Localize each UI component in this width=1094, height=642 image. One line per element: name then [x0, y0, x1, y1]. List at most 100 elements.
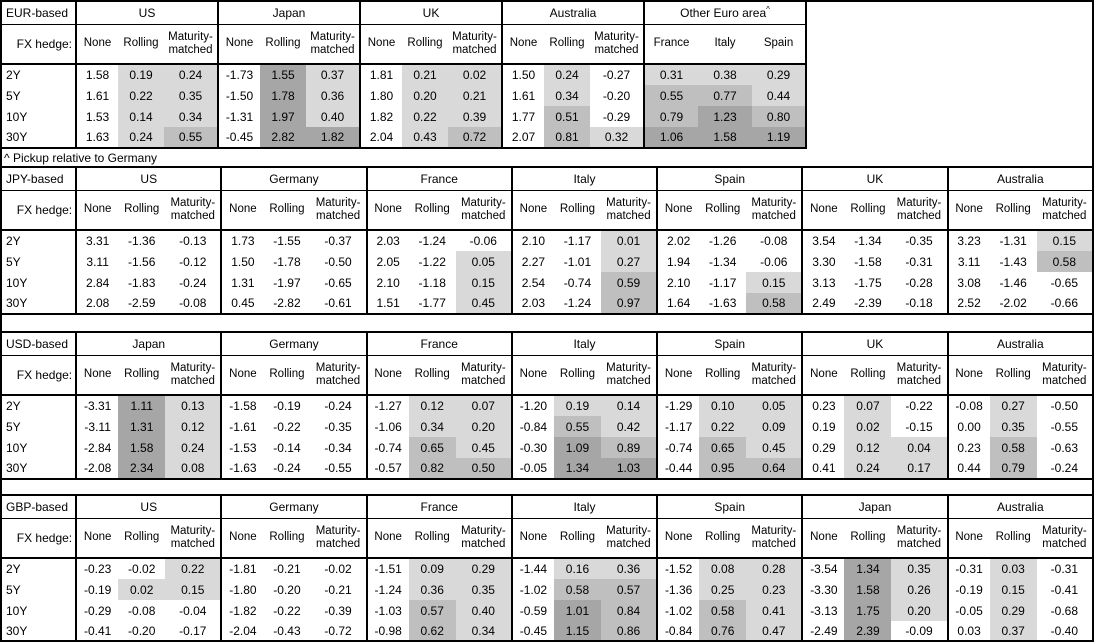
value-cell: 1.19 [752, 127, 807, 148]
value-cell: -3.11 [75, 416, 119, 437]
value-cell: -3.30 [801, 579, 845, 600]
group-name: Other Euro area [680, 5, 767, 20]
group-header: UK [801, 332, 948, 356]
value-cell: 1.23 [698, 106, 753, 127]
value-cell: 0.15 [989, 579, 1037, 600]
value-cell: 2.08 [75, 293, 119, 314]
value-cell: 0.08 [699, 558, 747, 579]
value-cell: 2.05 [365, 251, 409, 272]
value-cell: -0.24 [179, 275, 207, 290]
hedge-column-header: Rolling [118, 355, 166, 396]
value-cell: 1.94 [656, 251, 700, 272]
group-name: UK [866, 336, 884, 351]
fx-hedge-label: FX hedge: [1, 518, 78, 559]
group-name: UK [866, 171, 884, 186]
value-cell: -0.22 [273, 419, 301, 434]
value-cell: -0.34 [324, 440, 352, 455]
hedge-column-header: None [220, 518, 264, 559]
value-cell: 0.26 [891, 579, 948, 600]
value-cell: 0.34 [455, 621, 512, 642]
group-header: France [365, 167, 512, 191]
group-header-row: JPY-based US Germany France Italy Spain UK Aust… [1, 167, 1093, 191]
hedge-column-header: None [75, 355, 119, 396]
value-cell: 3.08 [946, 272, 990, 293]
value-cell: 0.23 [746, 579, 803, 600]
value-cell: -0.21 [273, 562, 301, 576]
value-cell: 0.05 [746, 395, 803, 416]
hedge-column-header: Maturity-matched [891, 190, 948, 231]
value-cell: 1.53 [75, 106, 118, 127]
hedge-column-header: Rolling [553, 355, 601, 396]
value-cell: -1.97 [273, 275, 301, 290]
hedge-column-header: Maturity-matched [746, 518, 803, 559]
hedge-column-header: Maturity-matched [448, 24, 502, 65]
hedge-column-header: Maturity-matched [746, 190, 803, 231]
value-cell: -1.34 [854, 234, 882, 248]
country-column-header: Italy [698, 24, 753, 65]
group-name: Germany [269, 499, 319, 514]
value-cell: -3.54 [801, 558, 845, 579]
tenor-label: 30Y [1, 458, 78, 479]
hedge-column-header: None [656, 190, 700, 231]
value-cell: -1.17 [656, 416, 700, 437]
country-column-header: Spain [752, 24, 807, 65]
value-cell: 1.75 [844, 600, 892, 621]
hedge-column-header: None [359, 24, 402, 65]
value-cell: -0.22 [905, 399, 933, 413]
hedge-column-header: Rolling [989, 355, 1037, 396]
value-cell: 1.55 [260, 64, 306, 85]
group-header: UK [801, 167, 948, 191]
hedge-column-header: Rolling [844, 518, 892, 559]
country-column-header: France [643, 24, 699, 65]
hedge-column-header: Rolling [553, 190, 601, 231]
value-cell: -1.22 [418, 254, 446, 269]
group-header: Australia [946, 167, 1093, 191]
value-cell: -0.02 [128, 562, 156, 576]
value-cell: 2.54 [510, 272, 554, 293]
value-cell: -1.34 [709, 254, 737, 269]
value-cell: -0.29 [602, 109, 631, 124]
tenor-label: 2Y [1, 230, 78, 251]
value-cell: -2.02 [999, 296, 1027, 310]
value-cell: -0.28 [905, 275, 933, 290]
value-cell: -2.49 [801, 621, 845, 642]
value-cell: 0.27 [601, 251, 658, 272]
hedge-column-header: None [801, 190, 845, 231]
value-cell: 0.38 [698, 64, 753, 85]
value-cell: -0.24 [324, 399, 352, 413]
group-name: Germany [269, 336, 319, 351]
hedge-column-header: Maturity-matched [455, 518, 512, 559]
group-name: France [420, 171, 458, 186]
value-cell: -1.46 [999, 275, 1027, 290]
data-row: 2Y 3.31 -1.36 -0.13 1.73 -1.55 -0.37 2.03 -1.24 -… [1, 230, 1093, 251]
value-cell: 0.02 [844, 416, 892, 437]
value-cell: 0.34 [164, 106, 218, 127]
value-cell: -1.44 [510, 558, 554, 579]
value-cell: 3.30 [801, 251, 845, 272]
value-cell: -1.75 [854, 275, 882, 290]
tenor-label: 30Y [1, 621, 78, 642]
value-cell: -0.72 [324, 624, 352, 638]
value-cell: 0.57 [601, 579, 658, 600]
value-cell: 0.81 [544, 127, 590, 148]
value-cell: 0.21 [402, 64, 448, 85]
value-cell: 0.36 [601, 558, 658, 579]
hedge-column-header: None [75, 24, 118, 65]
value-cell: 0.29 [801, 437, 845, 458]
value-cell: 1.50 [501, 64, 544, 85]
group-name: Spain [714, 171, 746, 186]
value-cell: 0.15 [165, 579, 222, 600]
value-cell: -0.44 [656, 458, 700, 479]
eur-based-table-container: EUR-based US Japan UK Australia Other Euro ar… [0, 0, 808, 149]
value-cell: 0.37 [989, 621, 1037, 642]
group-header: Spain [656, 495, 803, 519]
data-row: 2Y -3.31 1.11 0.13 -1.58 -0.19 -0.24 -1.27 0.12 0… [1, 395, 1093, 416]
value-cell: 0.01 [601, 230, 658, 251]
value-cell: 1.03 [601, 458, 658, 479]
value-cell: 0.15 [1036, 230, 1093, 251]
value-cell: -0.08 [179, 296, 207, 310]
value-cell: -0.37 [324, 234, 352, 248]
base-currency-label: GBP-based [1, 495, 78, 519]
data-row: 10Y 1.53 0.14 0.34 -1.31 1.97 0.40 1.82 0.22 0.39… [1, 106, 807, 127]
data-row: 10Y -2.84 1.58 0.24 -1.53 -0.14 -0.34 -0.74 0.65… [1, 437, 1093, 458]
